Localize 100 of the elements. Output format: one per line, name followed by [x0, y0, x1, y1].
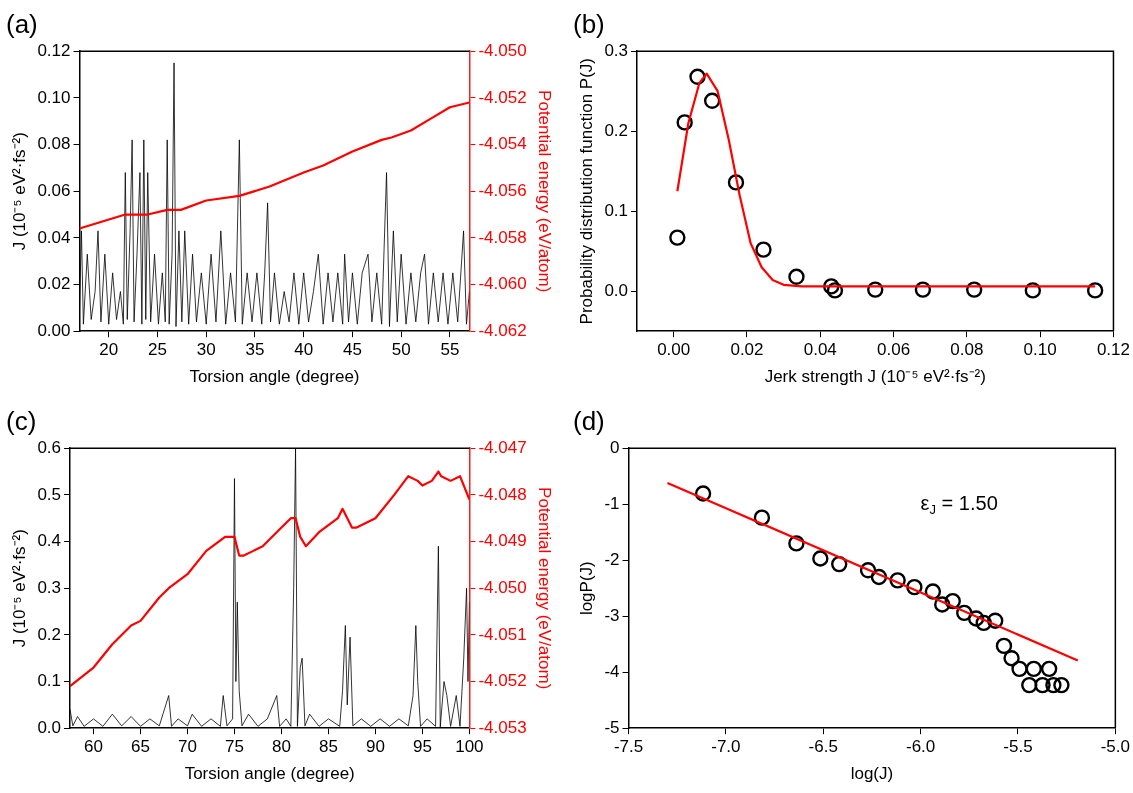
y-tick-label: 0.3	[604, 40, 629, 60]
point	[1086, 282, 1104, 299]
y2-tick-label: -4.048	[478, 484, 527, 504]
chart-title: (c)	[6, 405, 37, 436]
x-tick-label: 20	[99, 340, 119, 360]
y2-tick-label: -4.050	[478, 577, 527, 597]
point	[987, 612, 1004, 629]
x-tick-label: -5.0	[1100, 737, 1130, 757]
y-tick-label: 0.06	[37, 180, 71, 200]
y-tick-label: 0.00	[37, 320, 71, 340]
y2-tick-label: -4.060	[478, 274, 527, 294]
x-tick-label: 50	[391, 340, 411, 360]
y-axis-title: logP(J)	[576, 561, 596, 616]
y-axis-title: Probability distribution function P(J)	[576, 57, 596, 325]
point	[788, 268, 805, 285]
y-tick-label: 0.0	[604, 280, 629, 300]
x-axis-title: log(J)	[850, 764, 894, 784]
point	[812, 550, 829, 567]
y-tick-label: 0.0	[37, 717, 62, 737]
chart-title: (b)	[573, 8, 605, 39]
x-tick-label: -6.0	[905, 737, 936, 757]
point	[956, 604, 973, 622]
y2-tick-label: -4.058	[478, 227, 527, 247]
y-tick-label: -2	[604, 549, 620, 569]
chart-title: (d)	[573, 405, 605, 436]
y-tick-label: 0.2	[604, 120, 629, 140]
x-tick-label: 0.12	[1096, 340, 1130, 360]
x-tick-label: 35	[245, 340, 265, 360]
x-tick-label: 65	[131, 737, 150, 757]
point	[1003, 650, 1020, 667]
point	[906, 578, 923, 596]
x-tick-label: -6.5	[808, 737, 838, 757]
y2-tick-label: -4.053	[478, 717, 527, 737]
x-tick-label: 80	[272, 737, 291, 757]
x-tick-label: -7.0	[711, 737, 741, 757]
y2-tick-label: -4.047	[478, 437, 527, 457]
point	[995, 637, 1013, 655]
y-tick-label: 0	[610, 437, 620, 457]
y-tick-label: 0.4	[37, 531, 62, 551]
x-tick-label: 90	[365, 737, 385, 757]
y-tick-label: -3	[604, 605, 620, 625]
point	[676, 114, 693, 131]
x-tick-label: -5.5	[1003, 737, 1033, 757]
x-tick-label: 0.06	[877, 340, 911, 360]
point	[1025, 660, 1042, 678]
y2-tick-label: -4.062	[478, 320, 527, 340]
x-tick-label: 30	[196, 340, 216, 360]
point	[703, 92, 721, 109]
y-axis-title: J (10⁻⁵ eV²·fs⁻²)	[9, 132, 29, 251]
point	[689, 68, 706, 85]
y-tick-label: 0.02	[37, 274, 71, 294]
y2-tick-label: -4.051	[478, 624, 527, 644]
point	[859, 562, 877, 579]
y2-tick-label: -4.050	[478, 40, 527, 60]
x-tick-label: -7.5	[613, 737, 644, 757]
point	[1021, 676, 1038, 694]
x-tick-label: 45	[342, 340, 362, 360]
chart-title: (a)	[6, 8, 38, 39]
x-axis-title: Torsion angle (degree)	[184, 764, 355, 784]
point	[1040, 660, 1058, 678]
point	[826, 282, 844, 299]
y2-tick-label: -4.052	[478, 87, 527, 107]
y-tick-label: -4	[604, 661, 620, 681]
point	[914, 281, 932, 298]
y-tick-label: 0.6	[37, 437, 62, 457]
point	[755, 241, 772, 258]
x-tick-label: 0.10	[1023, 340, 1057, 360]
y-tick-label: 0.12	[37, 40, 71, 60]
x-tick-label: 95	[412, 737, 432, 757]
point	[934, 596, 951, 613]
x-tick-label: 75	[225, 737, 244, 757]
x-tick-label: 85	[318, 737, 338, 757]
point	[727, 174, 745, 191]
y-tick-label: 0.2	[37, 624, 62, 644]
y-tick-label: 0.5	[37, 484, 62, 504]
y-axis-title: J (10⁻⁵ eV²·fs⁻²)	[9, 529, 29, 648]
x-tick-label: 60	[84, 737, 103, 757]
point	[1011, 660, 1028, 678]
point	[694, 485, 712, 502]
y2-tick-label: -4.052	[478, 671, 527, 691]
point	[669, 229, 686, 246]
x-tick-label: 40	[294, 340, 314, 360]
point	[1053, 676, 1070, 694]
y-tick-label: 0.10	[37, 87, 71, 107]
point	[870, 568, 888, 586]
x-tick-label: 0.00	[657, 340, 691, 360]
y-tick-label: 0.1	[604, 200, 629, 220]
y2-tick-label: -4.056	[478, 180, 527, 200]
point	[967, 610, 985, 627]
y-tick-label: 0.3	[37, 577, 62, 597]
point	[975, 614, 992, 632]
x-tick-label: 0.04	[803, 340, 837, 360]
point	[867, 281, 884, 298]
x-axis-title: Jerk strength J (10⁻⁵ eV²·fs⁻²)	[764, 367, 986, 387]
y2-tick-label: -4.054	[478, 134, 527, 154]
point	[831, 555, 848, 573]
y-tick-label: 0.08	[37, 134, 71, 154]
x-tick-label: 70	[178, 737, 197, 757]
point	[788, 535, 805, 552]
point	[1034, 676, 1051, 694]
